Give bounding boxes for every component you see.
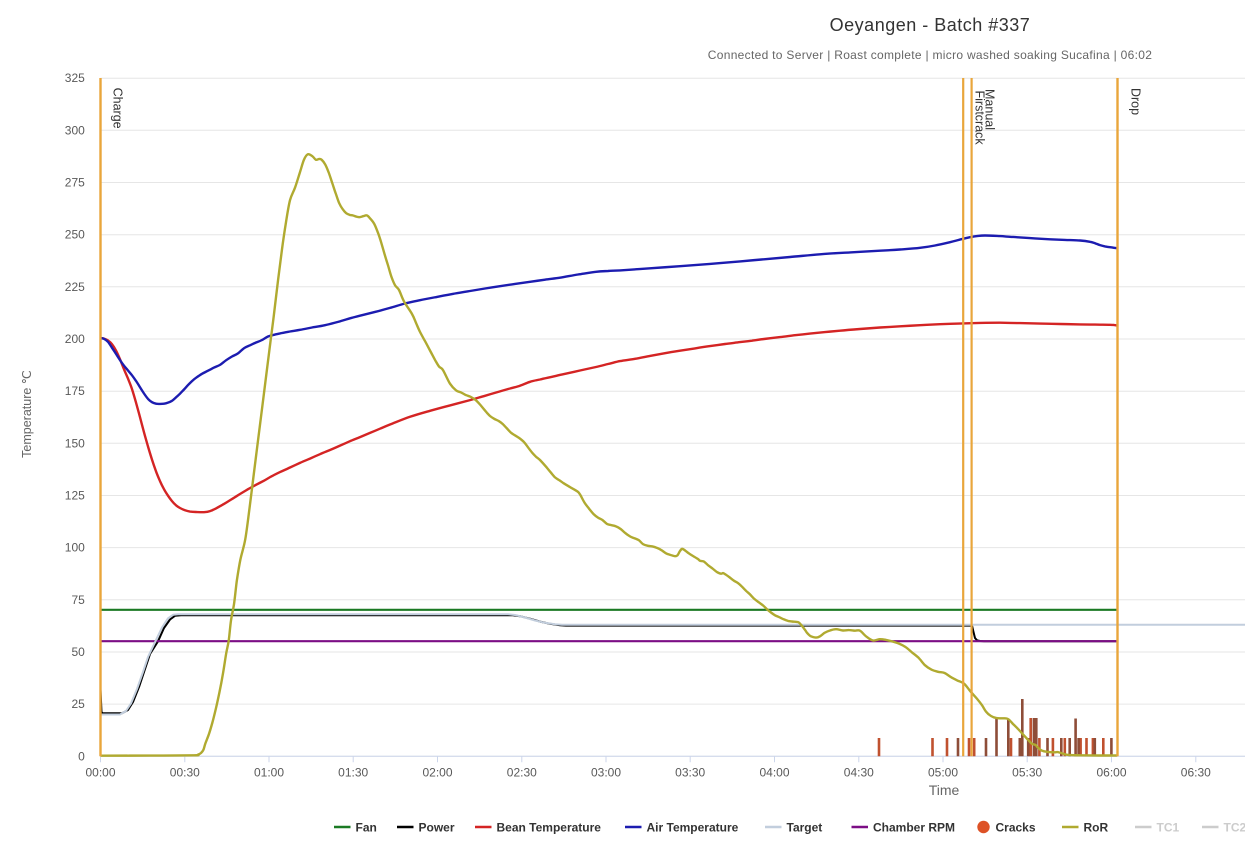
svg-text:225: 225 xyxy=(65,280,85,294)
svg-text:Bean Temperature: Bean Temperature xyxy=(497,821,602,835)
svg-text:00:30: 00:30 xyxy=(170,766,200,780)
svg-text:Connected to Server | Roast co: Connected to Server | Roast complete | m… xyxy=(708,48,1152,62)
svg-text:01:30: 01:30 xyxy=(338,766,368,780)
svg-text:125: 125 xyxy=(65,489,85,503)
svg-text:04:30: 04:30 xyxy=(844,766,874,780)
svg-text:02:00: 02:00 xyxy=(422,766,452,780)
svg-text:05:30: 05:30 xyxy=(1012,766,1042,780)
svg-text:200: 200 xyxy=(65,332,85,346)
svg-text:Power: Power xyxy=(419,821,455,835)
svg-text:Firstcrack: Firstcrack xyxy=(972,91,986,146)
svg-text:50: 50 xyxy=(71,645,85,659)
svg-text:TC2: TC2 xyxy=(1224,821,1245,835)
svg-text:04:00: 04:00 xyxy=(759,766,789,780)
svg-text:Cracks: Cracks xyxy=(996,821,1036,835)
svg-text:Target: Target xyxy=(787,821,823,835)
svg-text:0: 0 xyxy=(78,749,85,763)
svg-text:275: 275 xyxy=(65,176,85,190)
svg-text:Fan: Fan xyxy=(356,821,377,835)
svg-text:03:00: 03:00 xyxy=(591,766,621,780)
svg-text:250: 250 xyxy=(65,228,85,242)
svg-text:06:30: 06:30 xyxy=(1181,766,1211,780)
svg-text:325: 325 xyxy=(65,71,85,85)
svg-text:100: 100 xyxy=(65,541,85,555)
svg-text:RoR: RoR xyxy=(1084,821,1109,835)
svg-text:Temperature ℃: Temperature ℃ xyxy=(20,370,34,458)
svg-text:175: 175 xyxy=(65,384,85,398)
svg-text:75: 75 xyxy=(71,593,85,607)
svg-text:06:00: 06:00 xyxy=(1096,766,1126,780)
svg-text:02:30: 02:30 xyxy=(507,766,537,780)
svg-text:00:00: 00:00 xyxy=(85,766,115,780)
svg-text:Oeyangen - Batch #337: Oeyangen - Batch #337 xyxy=(830,15,1031,35)
svg-text:03:30: 03:30 xyxy=(675,766,705,780)
svg-text:300: 300 xyxy=(65,123,85,137)
svg-text:Chamber RPM: Chamber RPM xyxy=(873,821,955,835)
svg-text:05:00: 05:00 xyxy=(928,766,958,780)
svg-text:Manual: Manual xyxy=(983,89,997,130)
svg-text:Air Temperature: Air Temperature xyxy=(647,821,739,835)
svg-text:Drop: Drop xyxy=(1128,88,1142,115)
svg-text:Time: Time xyxy=(929,782,960,798)
svg-text:150: 150 xyxy=(65,436,85,450)
svg-text:01:00: 01:00 xyxy=(254,766,284,780)
svg-text:Charge: Charge xyxy=(111,88,125,129)
svg-text:TC1: TC1 xyxy=(1157,821,1180,835)
svg-text:25: 25 xyxy=(71,697,85,711)
